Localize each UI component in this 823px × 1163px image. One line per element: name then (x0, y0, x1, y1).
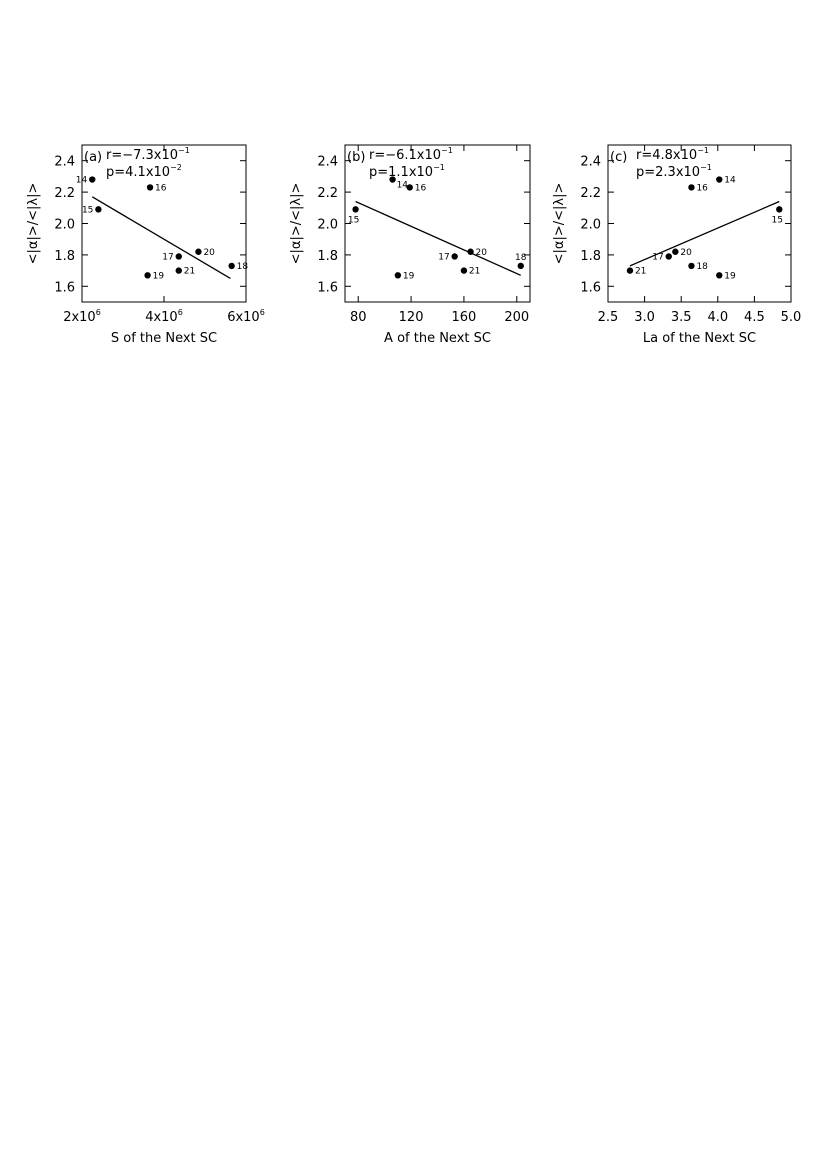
data-point (688, 262, 695, 270)
point-label: 21 (184, 267, 195, 277)
point-label: 15 (82, 205, 93, 215)
point-label: 18 (237, 262, 249, 272)
p-statistic: p=4.1x10−2 (106, 163, 182, 180)
r-statistic: r=−6.1x10−1 (369, 146, 453, 163)
point-label: 14 (397, 181, 409, 191)
y-tick-label: 2.2 (54, 186, 75, 201)
x-axis-label: A of the Next SC (384, 331, 491, 346)
point-label: 17 (438, 252, 449, 262)
data-point (672, 248, 679, 255)
y-axis-label: <|α|>/<|λ|> (552, 183, 567, 265)
data-point (95, 206, 102, 213)
y-tick-label: 1.8 (54, 249, 75, 264)
point-label: 14 (76, 176, 88, 186)
y-tick-label: 1.8 (317, 249, 338, 264)
y-tick-label: 2.0 (580, 218, 601, 233)
x-tick-label: 2x106 (63, 308, 101, 325)
x-tick-label: 6x106 (227, 308, 265, 325)
chart-panel-1: 2x106 4x106 6x106 1.6 1.8 2.0 2.2 2.4 S of the N… (26, 144, 265, 346)
y-tick-label: 1.6 (580, 280, 601, 295)
x-axis-label: S of the Next SC (111, 331, 217, 346)
point-label: 19 (403, 271, 415, 281)
x-tick-label: 3.0 (634, 310, 655, 325)
point-label: 19 (153, 271, 165, 281)
y-axis-label: <|α|>/<|λ|> (26, 183, 41, 265)
data-point (665, 253, 672, 260)
x-tick-label: 5.0 (781, 310, 802, 325)
point-label: 18 (696, 262, 708, 272)
data-point (716, 176, 723, 183)
data-point (195, 248, 202, 255)
data-point (460, 267, 468, 274)
point-label: 21 (469, 267, 480, 277)
point-label: 15 (348, 215, 359, 225)
y-tick-label: 2.4 (54, 155, 75, 170)
point-label: 14 (724, 176, 736, 186)
y-axis-label: <|α|>/<|λ|> (289, 183, 304, 265)
y-tick-label: 2.2 (580, 186, 601, 201)
y-tick-label: 2.2 (317, 186, 338, 201)
panel-label: (a) (84, 150, 102, 165)
y-tick-label: 2.4 (317, 155, 338, 170)
data-point (144, 272, 151, 279)
r-statistic: r=−7.3x10−1 (106, 146, 190, 163)
data-point (89, 176, 96, 183)
data-point (688, 184, 695, 191)
x-tick-label: 80 (350, 310, 367, 325)
data-point (394, 272, 402, 279)
data-point (228, 262, 235, 270)
data-point (716, 272, 723, 279)
x-axis-label: La of the Next SC (643, 331, 756, 346)
fit-line (91, 196, 231, 280)
data-point (626, 267, 634, 274)
y-tick-label: 1.6 (317, 280, 338, 295)
fit-line (629, 200, 780, 267)
point-label: 16 (415, 183, 427, 193)
panel-label: (c) (610, 150, 627, 165)
p-statistic: p=1.1x10−1 (369, 163, 445, 180)
x-tick-label: 3.5 (671, 310, 692, 325)
point-label: 20 (476, 248, 488, 258)
data-point (451, 253, 458, 260)
fit-line (355, 200, 522, 276)
x-tick-label: 4.5 (744, 310, 765, 325)
y-tick-label: 1.6 (54, 280, 75, 295)
y-tick-label: 2.0 (54, 218, 75, 233)
point-label: 15 (772, 215, 783, 225)
data-point (389, 176, 396, 183)
x-tick-label: 200 (504, 310, 529, 325)
panel-label: (b) (347, 150, 365, 165)
data-point (406, 184, 413, 191)
point-label: 19 (724, 271, 736, 281)
y-tick-label: 2.0 (317, 218, 338, 233)
data-point (352, 206, 359, 213)
point-label: 20 (203, 248, 215, 258)
data-point (517, 262, 524, 270)
point-label: 17 (162, 252, 173, 262)
y-tick-label: 2.4 (580, 155, 601, 170)
x-tick-label: 120 (399, 310, 424, 325)
point-label: 17 (652, 252, 663, 262)
point-label: 20 (680, 248, 692, 258)
p-statistic: p=2.3x10−1 (636, 163, 712, 180)
point-label: 16 (155, 183, 167, 193)
chart-panel-2: 80 120 160 200 1.6 1.8 2.0 2.2 2.4 A of the Next … (289, 144, 531, 346)
chart-panel-3: 2.5 3.0 3.5 4.0 4.5 5.0 1.6 1.8 2.0 2.2 2.4 La of t… (552, 144, 802, 346)
data-point (146, 184, 154, 191)
data-point (467, 248, 474, 255)
point-label: 18 (515, 253, 527, 263)
x-tick-label: 4.0 (707, 310, 728, 325)
point-label: 16 (696, 183, 708, 193)
data-point (175, 267, 182, 274)
data-point (175, 253, 182, 260)
x-tick-label: 160 (452, 310, 477, 325)
x-tick-label: 4x106 (145, 308, 183, 325)
x-tick-label: 2.5 (598, 310, 619, 325)
data-point (776, 206, 783, 213)
r-statistic: r=4.8x10−1 (636, 146, 709, 163)
point-label: 21 (635, 267, 646, 277)
y-tick-label: 1.8 (580, 249, 601, 264)
